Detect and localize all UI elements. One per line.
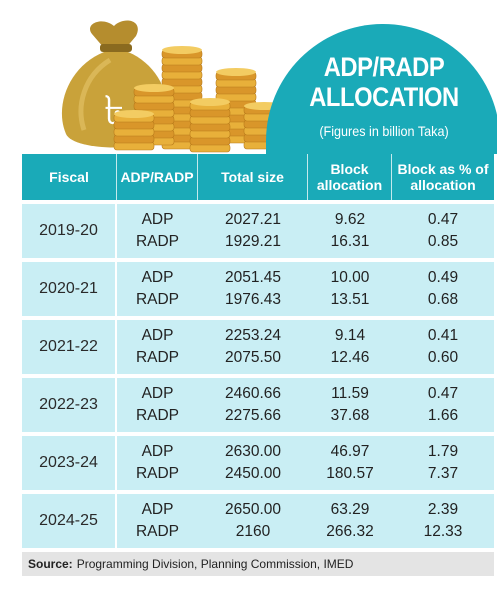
block-allocation-cell: 16.31 bbox=[330, 233, 370, 250]
table-row: RADP 2075.50 12.46 0.60 bbox=[117, 347, 494, 369]
type-cell: RADP bbox=[135, 233, 180, 250]
fiscal-group: 2019-20 ADP 2027.21 9.62 0.47 RADP 1929.21 16.3… bbox=[22, 204, 494, 258]
type-cell: ADP bbox=[141, 269, 174, 286]
type-cell: RADP bbox=[135, 349, 180, 366]
block-pct-cell: 7.37 bbox=[427, 465, 459, 482]
coin-stacks-icon bbox=[113, 46, 284, 153]
table-body: 2019-20 ADP 2027.21 9.62 0.47 RADP 1929.21 16.3… bbox=[22, 204, 494, 548]
fiscal-group: 2022-23 ADP 2460.66 11.59 0.47 RADP 2275.66 37.… bbox=[22, 378, 494, 432]
total-size-cell: 2160 bbox=[235, 523, 271, 540]
fiscal-year-cell: 2021-22 bbox=[22, 320, 117, 374]
fiscal-year-cell: 2019-20 bbox=[22, 204, 117, 258]
block-allocation-cell: 13.51 bbox=[330, 291, 370, 308]
col-header-fiscal: Fiscal bbox=[22, 154, 117, 200]
block-pct-cell: 0.60 bbox=[427, 349, 459, 366]
col-header-total: Total size bbox=[198, 154, 308, 200]
money-bag-coins-illustration: ৳ bbox=[61, 20, 284, 153]
source-note: Source: Programming Division, Planning C… bbox=[22, 552, 494, 576]
total-size-cell: 2027.21 bbox=[224, 211, 282, 228]
table-row: ADP 2027.21 9.62 0.47 bbox=[117, 209, 494, 231]
block-allocation-cell: 11.59 bbox=[331, 385, 369, 402]
type-cell: RADP bbox=[135, 523, 180, 540]
fiscal-group: 2020-21 ADP 2051.45 10.00 0.49 RADP 1976.43 13.… bbox=[22, 262, 494, 316]
infographic: ৳ ADP/RADP ALLOCATION (Figures in billio… bbox=[14, 6, 497, 584]
type-cell: RADP bbox=[135, 465, 180, 482]
total-size-cell: 2630.00 bbox=[224, 443, 282, 460]
block-allocation-cell: 9.62 bbox=[334, 211, 366, 228]
col-header-type: ADP/RADP bbox=[117, 154, 198, 200]
table-row: RADP 1976.43 13.51 0.68 bbox=[117, 289, 494, 311]
block-pct-cell: 0.47 bbox=[427, 211, 459, 228]
table-header: Fiscal ADP/RADP Total size Block allocat… bbox=[22, 154, 494, 200]
chart-title: ADP/RADP ALLOCATION bbox=[309, 52, 459, 112]
total-size-cell: 2051.45 bbox=[224, 269, 282, 286]
total-size-cell: 2275.66 bbox=[224, 407, 282, 424]
total-size-cell: 2650.00 bbox=[224, 501, 282, 518]
source-text: Programming Division, Planning Commissio… bbox=[76, 557, 354, 571]
block-allocation-cell: 9.14 bbox=[334, 327, 366, 344]
type-cell: ADP bbox=[141, 327, 174, 344]
fiscal-year-cell: 2020-21 bbox=[22, 262, 117, 316]
source-label: Source: bbox=[28, 557, 73, 571]
block-pct-cell: 1.79 bbox=[427, 443, 459, 460]
block-allocation-cell: 180.57 bbox=[326, 465, 374, 482]
fiscal-year-cell: 2023-24 bbox=[22, 436, 117, 490]
fiscal-year-cell: 2024-25 bbox=[22, 494, 117, 548]
type-cell: RADP bbox=[135, 407, 180, 424]
block-pct-cell: 2.39 bbox=[427, 501, 459, 518]
fiscal-group: 2024-25 ADP 2650.00 63.29 2.39 RADP 2160 266.32… bbox=[22, 494, 494, 548]
block-allocation-cell: 63.29 bbox=[330, 501, 370, 518]
chart-subtitle: (Figures in billion Taka) bbox=[319, 123, 449, 139]
col-header-pct: Block as % of allocation bbox=[397, 161, 489, 193]
table-row: ADP 2460.66 11.59 0.47 bbox=[117, 383, 494, 405]
type-cell: RADP bbox=[135, 291, 180, 308]
table-row: ADP 2253.24 9.14 0.41 bbox=[117, 325, 494, 347]
block-allocation-cell: 37.68 bbox=[330, 407, 370, 424]
table-row: ADP 2650.00 63.29 2.39 bbox=[117, 499, 494, 521]
type-cell: ADP bbox=[141, 211, 174, 228]
block-pct-cell: 0.49 bbox=[427, 269, 459, 286]
total-size-cell: 2460.66 bbox=[224, 385, 282, 402]
table-row: RADP 2450.00 180.57 7.37 bbox=[117, 463, 494, 485]
total-size-cell: 2253.24 bbox=[224, 327, 282, 344]
total-size-cell: 2075.50 bbox=[224, 349, 282, 366]
table-row: RADP 2275.66 37.68 1.66 bbox=[117, 405, 494, 427]
block-pct-cell: 12.33 bbox=[423, 523, 463, 540]
fiscal-year-cell: 2022-23 bbox=[22, 378, 117, 432]
table-row: ADP 2630.00 46.97 1.79 bbox=[117, 441, 494, 463]
allocation-table: Fiscal ADP/RADP Total size Block allocat… bbox=[22, 154, 494, 548]
block-pct-cell: 0.85 bbox=[427, 233, 459, 250]
table-row: ADP 2051.45 10.00 0.49 bbox=[117, 267, 494, 289]
block-pct-cell: 0.68 bbox=[427, 291, 459, 308]
block-allocation-cell: 12.46 bbox=[330, 349, 370, 366]
fiscal-group: 2021-22 ADP 2253.24 9.14 0.41 RADP 2075.50 12.4… bbox=[22, 320, 494, 374]
type-cell: ADP bbox=[141, 443, 174, 460]
fiscal-group: 2023-24 ADP 2630.00 46.97 1.79 RADP 2450.00 180… bbox=[22, 436, 494, 490]
block-allocation-cell: 266.32 bbox=[326, 523, 374, 540]
total-size-cell: 1976.43 bbox=[224, 291, 282, 308]
total-size-cell: 1929.21 bbox=[224, 233, 282, 250]
block-pct-cell: 0.41 bbox=[427, 327, 459, 344]
block-allocation-cell: 46.97 bbox=[330, 443, 370, 460]
col-header-block: Block allocation bbox=[308, 154, 392, 200]
table-row: RADP 1929.21 16.31 0.85 bbox=[117, 231, 494, 253]
block-pct-cell: 0.47 bbox=[427, 385, 459, 402]
block-pct-cell: 1.66 bbox=[427, 407, 459, 424]
type-cell: ADP bbox=[141, 385, 174, 402]
type-cell: ADP bbox=[141, 501, 174, 518]
total-size-cell: 2450.00 bbox=[224, 465, 282, 482]
block-allocation-cell: 10.00 bbox=[330, 269, 370, 286]
table-row: RADP 2160 266.32 12.33 bbox=[117, 521, 494, 543]
